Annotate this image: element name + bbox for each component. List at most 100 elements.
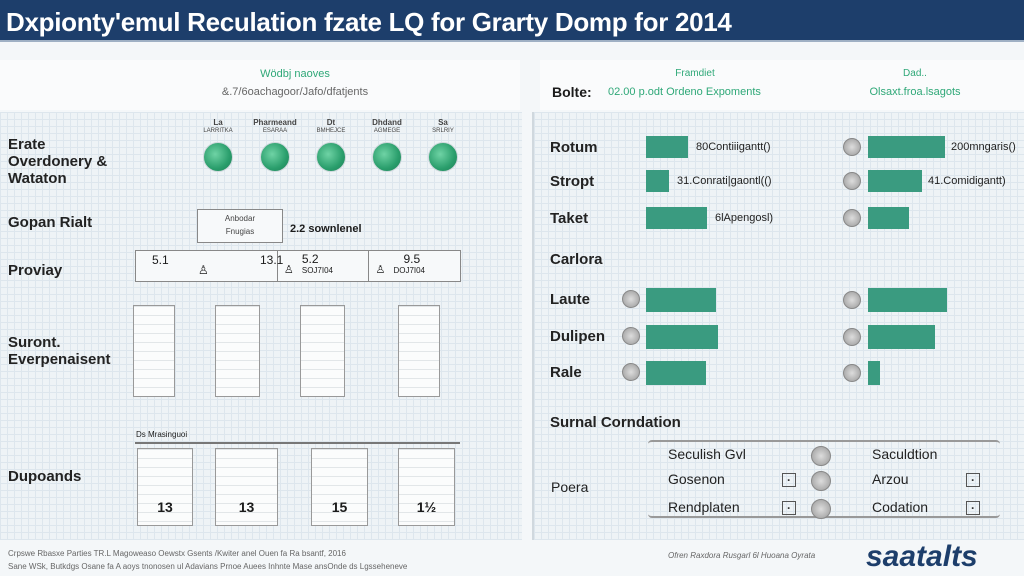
bar-left [646, 325, 718, 349]
cell-value: 9.5 [403, 252, 421, 266]
bar-label: Stropt [550, 173, 595, 190]
bar-left [646, 361, 706, 385]
globe-icon [622, 363, 640, 381]
globe-icon [843, 328, 861, 346]
globe-title: La [213, 118, 223, 127]
bar-right [868, 136, 945, 158]
globe-subtitle: ESARAA [262, 128, 288, 134]
footer-note-2: Sane WSk, Butkdgs Osane fa A aoys tnonos… [8, 562, 408, 571]
globe-icon [811, 471, 831, 491]
globe-subtitle: SRLRIY [432, 128, 454, 134]
bar-value-label: 31.Conrati|gaontl(() [677, 175, 772, 187]
globe-icon [843, 364, 861, 382]
section-erate: Erate Overdonery & Wataton [8, 136, 108, 187]
left-header-title: Wödbj naoves [260, 68, 330, 80]
bar-label: Dulipen [550, 328, 605, 345]
globe-icon [316, 142, 346, 172]
bar-right [868, 325, 935, 349]
section-proviay: Proviay [8, 262, 63, 279]
card-value: 13 [238, 499, 255, 515]
cell-sub: DOJ7I04 [393, 266, 426, 275]
bracket-icon: · [782, 473, 796, 487]
globe-title: Pharmeand [253, 118, 297, 127]
globe-title: Dt [326, 118, 336, 127]
globe-icon [203, 142, 233, 172]
cell-value: 5.2 [301, 252, 319, 266]
left-header-band: Wödbj naoves &.7/6oachagoor/Jafo/dfatjen… [0, 60, 520, 110]
bar-label: Rale [550, 364, 582, 381]
globe-subtitle: AGMEGE [373, 128, 401, 134]
globe-icon [260, 142, 290, 172]
globe-icon [372, 142, 402, 172]
col1-subtitle: 02.00 p.odt Ordeno Expoments [608, 86, 761, 98]
globe-icon [843, 138, 861, 156]
bracket-icon: · [966, 473, 980, 487]
dupoands-card: 13 [215, 448, 278, 526]
surnal-right-item: Saculdtion [872, 446, 938, 462]
bar-right [868, 288, 947, 312]
suront-card [133, 305, 175, 397]
bar-value-label: 41.Comidigantt) [928, 175, 1006, 187]
section-suront: Suront. Everpenaisent [8, 334, 111, 368]
dupoands-card: 15 [311, 448, 368, 526]
bar-value-label: 80Contiiigantt() [696, 141, 771, 153]
title-bar: Dxpionty'emul Reculation fzate LQ for Gr… [0, 0, 1024, 42]
surnal-right-item: Arzou [872, 471, 909, 487]
bar-left [646, 288, 716, 312]
suront-card [215, 305, 260, 397]
bracket-icon: · [966, 501, 980, 515]
footer-note-1: Crpswe Rbasxe Parties TR.L Magoweaso Oew… [8, 549, 346, 558]
globe-icon [811, 499, 831, 519]
cell-value: 13.1 [260, 253, 284, 267]
gopan-line1: Anbodar [224, 214, 256, 223]
suront-card [300, 305, 345, 397]
suront-card [398, 305, 440, 397]
person-icon: ♙ [283, 264, 294, 276]
section-dupoands: Dupoands [8, 468, 82, 485]
globe-icon [622, 327, 640, 345]
dupoands-card: 13 [137, 448, 193, 526]
surnal-row-label: Poera [551, 479, 589, 495]
footer-credit: Ofren Raxdora Rusgarl 6l Huoana Oyrata [668, 551, 816, 560]
bracket-icon: · [782, 501, 796, 515]
cell-value: 5.1 [152, 253, 169, 267]
bar-value-label: 6lApengosl) [715, 212, 774, 224]
dupoands-card: 1½ [398, 448, 455, 526]
left-header-subtitle: &.7/6oachagoor/Jafo/dfatjents [221, 86, 369, 98]
divider [135, 442, 460, 444]
bar-right [868, 207, 909, 229]
cell-sub: SOJ7I04 [301, 266, 334, 275]
gopan-line2: Fnugias [225, 227, 255, 236]
globe-subtitle: BMHEJCE [316, 128, 346, 134]
globe-icon [843, 209, 861, 227]
bar-label: Laute [550, 291, 591, 308]
surnal-right-item: Codation [872, 499, 929, 515]
card-value: 1½ [416, 499, 437, 515]
bar-label: Taket [550, 210, 589, 227]
person-icon: ♙ [198, 263, 209, 277]
surnal-left-item: Rendplaten [668, 499, 740, 515]
proviay-table: 5.1 13.1 ♙ 5.2 ♙ SOJ7I04 9.5 ♙ DOJ7I04 [135, 250, 461, 282]
page-title: Dxpionty'emul Reculation fzate LQ for Gr… [6, 7, 732, 37]
globe-icon [843, 172, 861, 190]
brand-logo: saatalts [866, 540, 978, 573]
bar-right [868, 170, 922, 192]
dupoands-header: Ds Mrasinguoi [136, 430, 188, 439]
bar-label: Rotum [550, 139, 598, 156]
section-gopan: Gopan Rialt [8, 214, 93, 231]
right-panel [532, 112, 1024, 540]
card-value: 15 [331, 499, 348, 515]
section-carlora: Carlora [550, 251, 603, 268]
globe-subtitle: LARRITKA [203, 128, 233, 134]
gopan-box: Anbodar Fnugias [197, 209, 283, 243]
globe-icon [843, 291, 861, 309]
bar-left [646, 170, 669, 192]
bar-value-label: 200mngaris() [951, 141, 1016, 153]
proviay-cell: 5.2 ♙ SOJ7I04 [278, 251, 370, 281]
globe-icon [428, 142, 458, 172]
globe-icon [811, 446, 831, 466]
right-header-band: Bolte: Framdiet 02.00 p.odt Ordeno Expom… [540, 60, 1024, 110]
bar-left [646, 136, 688, 158]
globe-title: Sa [438, 118, 448, 127]
col1-title: Framdiet [675, 68, 715, 79]
